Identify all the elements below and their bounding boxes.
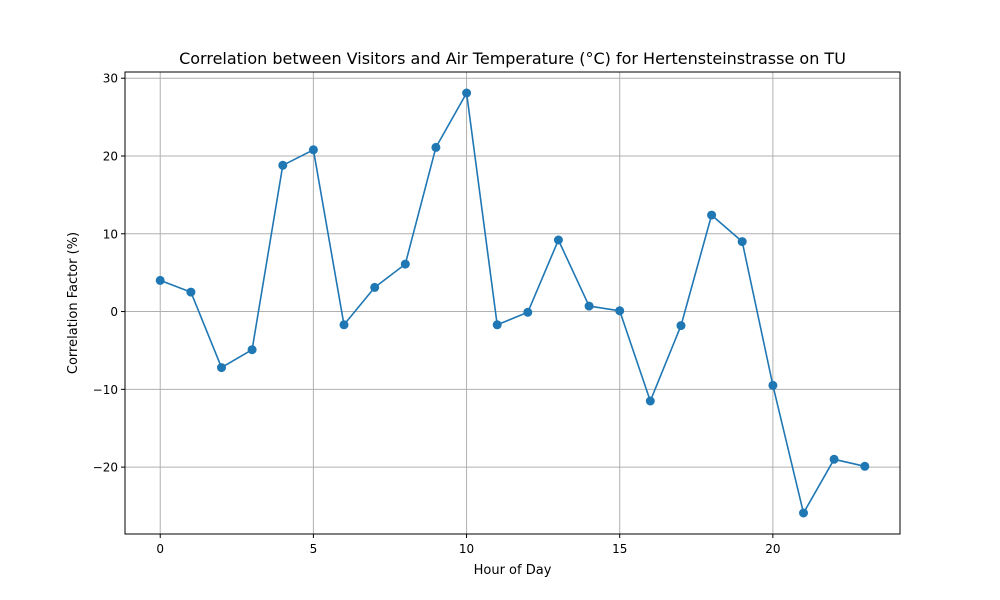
data-series (155, 88, 870, 518)
y-tick-label: 10 (103, 227, 118, 241)
grid-lines (125, 72, 900, 534)
x-tick-label: 0 (156, 542, 164, 556)
data-point (400, 259, 410, 269)
series-line (159, 92, 865, 514)
x-axis-label: Hour of Day (474, 563, 552, 578)
y-tick-label: −20 (93, 461, 118, 475)
data-point (492, 320, 502, 330)
data-point (737, 237, 747, 247)
data-point (217, 363, 226, 373)
data-point (155, 275, 165, 285)
data-point (860, 461, 870, 471)
data-point (615, 306, 625, 316)
data-point (247, 345, 257, 355)
data-point (308, 145, 318, 155)
data-point (523, 307, 533, 317)
x-tick-label: 15 (612, 542, 627, 556)
data-point (431, 142, 441, 152)
x-tick-label: 5 (310, 542, 318, 556)
x-tick-label: 10 (459, 542, 474, 556)
data-point (768, 380, 778, 390)
chart-title: Correlation between Visitors and Air Tem… (179, 49, 846, 68)
data-point (462, 88, 472, 98)
y-tick-label: 30 (103, 72, 118, 86)
data-point (584, 301, 594, 311)
axis-ticks: 0 5 10 15 20 −20 −10 0 10 20 30 (93, 72, 781, 556)
data-point (676, 321, 686, 331)
y-tick-label: −10 (93, 383, 118, 397)
data-point (829, 454, 839, 464)
data-point (370, 282, 380, 292)
y-axis-label: Correlation Factor (%) (66, 232, 81, 374)
data-point (339, 320, 349, 330)
data-point (799, 508, 808, 518)
plot-frame (124, 71, 901, 535)
y-tick-label: 20 (103, 150, 118, 164)
data-point (278, 160, 288, 170)
x-tick-label: 20 (765, 542, 780, 556)
data-point (645, 396, 655, 406)
data-point (707, 210, 717, 220)
data-point (186, 287, 196, 297)
y-tick-label: 0 (110, 305, 118, 319)
data-point (553, 235, 563, 245)
